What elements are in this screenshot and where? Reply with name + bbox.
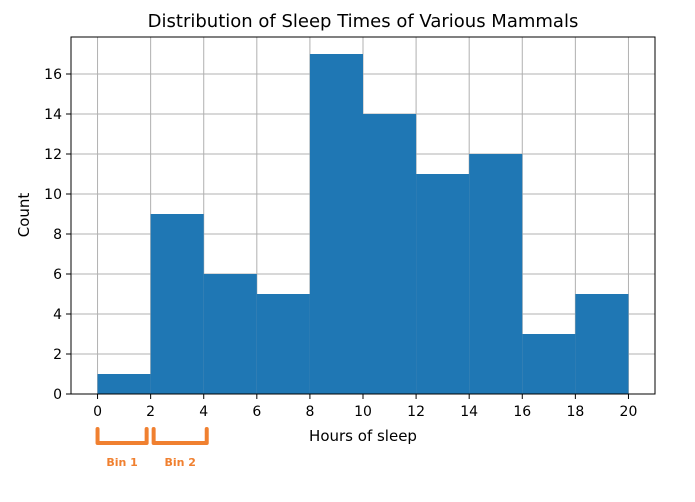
bar [256, 294, 310, 394]
bin-bracket [151, 427, 209, 445]
y-tick-label: 16 [44, 67, 62, 83]
x-tick-label: 2 [146, 404, 155, 420]
bin-annotations: Bin 1 Bin 2 [95, 427, 209, 469]
y-axis-ticks: 0 2 4 6 8 10 12 14 16 [44, 67, 71, 403]
x-tick-label: 0 [93, 404, 102, 420]
bar [309, 54, 363, 394]
bin-bracket [95, 427, 149, 445]
y-tick-label: 10 [44, 187, 62, 203]
bar [97, 374, 151, 394]
y-tick-label: 0 [53, 387, 62, 403]
x-tick-label: 18 [566, 404, 584, 420]
chart-title: Distribution of Sleep Times of Various M… [148, 11, 579, 32]
bars [97, 54, 629, 394]
y-tick-label: 4 [53, 307, 62, 323]
bar [522, 334, 576, 394]
y-tick-label: 6 [53, 267, 62, 283]
bar [150, 214, 204, 394]
bar [203, 274, 257, 394]
bar [469, 154, 523, 394]
x-tick-label: 4 [199, 404, 208, 420]
x-axis-label: Hours of sleep [309, 427, 417, 445]
bar [575, 294, 629, 394]
x-tick-label: 20 [620, 404, 638, 420]
x-axis-ticks: 0 2 4 6 8 10 12 14 16 18 20 [93, 394, 637, 420]
y-tick-label: 2 [53, 347, 62, 363]
x-tick-label: 12 [407, 404, 425, 420]
y-tick-label: 12 [44, 147, 62, 163]
bar [363, 114, 417, 394]
x-tick-label: 8 [305, 404, 314, 420]
x-tick-label: 10 [354, 404, 372, 420]
bin-label: Bin 2 [164, 456, 195, 469]
y-tick-label: 14 [44, 107, 62, 123]
bar [416, 174, 470, 394]
bin-label: Bin 1 [106, 456, 137, 469]
x-tick-label: 6 [252, 404, 261, 420]
y-axis-label: Count [15, 193, 33, 238]
x-tick-label: 16 [513, 404, 531, 420]
x-tick-label: 14 [460, 404, 478, 420]
y-tick-label: 8 [53, 227, 62, 243]
